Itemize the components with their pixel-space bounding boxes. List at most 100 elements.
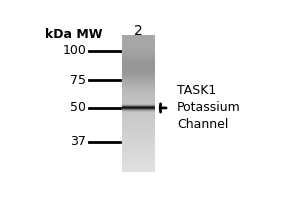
Bar xyxy=(122,144,155,145)
Bar xyxy=(122,124,155,125)
Bar xyxy=(122,108,155,109)
Bar xyxy=(122,150,155,151)
Bar xyxy=(122,117,155,118)
Bar xyxy=(122,65,155,66)
Bar xyxy=(122,63,155,64)
Bar xyxy=(122,38,155,39)
Bar xyxy=(122,49,155,50)
Bar xyxy=(122,83,155,84)
Bar xyxy=(122,148,155,149)
Bar xyxy=(122,112,155,113)
Bar xyxy=(122,74,155,75)
Bar xyxy=(122,58,155,59)
Bar xyxy=(122,104,155,105)
Bar xyxy=(122,153,155,154)
Bar xyxy=(122,119,155,120)
Text: 50: 50 xyxy=(70,101,86,114)
Bar xyxy=(122,109,155,110)
Bar xyxy=(122,86,155,87)
Bar xyxy=(122,111,155,112)
Bar xyxy=(122,79,155,80)
Bar xyxy=(122,150,155,151)
Text: 100: 100 xyxy=(62,44,86,57)
Bar xyxy=(122,136,155,137)
Bar xyxy=(122,161,155,162)
Bar xyxy=(122,155,155,156)
Bar xyxy=(122,68,155,69)
Bar xyxy=(122,100,155,101)
Bar xyxy=(122,133,155,134)
Bar xyxy=(122,102,155,103)
Bar xyxy=(122,145,155,146)
Bar xyxy=(122,98,155,99)
Bar xyxy=(122,147,155,148)
Bar xyxy=(122,82,155,83)
Bar xyxy=(122,161,155,162)
Bar xyxy=(122,40,155,41)
Bar xyxy=(122,138,155,139)
Bar xyxy=(122,54,155,55)
Bar xyxy=(122,120,155,121)
Bar xyxy=(122,123,155,124)
Bar xyxy=(122,160,155,161)
Bar xyxy=(122,38,155,39)
Bar xyxy=(122,48,155,49)
Bar xyxy=(122,149,155,150)
Bar xyxy=(122,86,155,87)
Bar xyxy=(122,49,155,50)
Bar xyxy=(122,107,155,108)
Bar xyxy=(122,89,155,90)
Text: kDa MW: kDa MW xyxy=(45,28,102,41)
Bar xyxy=(122,113,155,114)
Bar xyxy=(122,143,155,144)
Bar xyxy=(122,37,155,38)
Bar xyxy=(122,136,155,137)
Bar xyxy=(122,85,155,86)
Bar xyxy=(122,110,155,111)
Bar xyxy=(122,163,155,164)
Bar xyxy=(122,132,155,133)
Bar xyxy=(122,74,155,75)
Bar xyxy=(122,62,155,63)
Bar xyxy=(122,115,155,116)
Bar xyxy=(122,52,155,53)
Bar xyxy=(122,148,155,149)
Bar xyxy=(122,91,155,92)
Bar xyxy=(122,62,155,63)
Bar xyxy=(122,124,155,125)
Text: 37: 37 xyxy=(70,135,86,148)
Bar xyxy=(122,92,155,93)
Bar xyxy=(122,90,155,91)
Bar xyxy=(122,135,155,136)
Bar xyxy=(122,164,155,165)
Bar xyxy=(122,72,155,73)
Bar xyxy=(122,64,155,65)
Bar xyxy=(122,66,155,67)
Bar xyxy=(122,45,155,46)
Bar xyxy=(122,70,155,71)
Bar xyxy=(122,61,155,62)
Bar xyxy=(122,134,155,135)
Bar xyxy=(122,163,155,164)
Bar xyxy=(122,158,155,159)
Bar xyxy=(122,36,155,37)
Bar xyxy=(122,169,155,170)
Bar xyxy=(122,90,155,91)
Bar xyxy=(122,77,155,78)
Bar xyxy=(122,99,155,100)
Bar xyxy=(122,102,155,103)
Bar xyxy=(122,113,155,114)
Bar xyxy=(122,80,155,81)
Bar xyxy=(122,44,155,45)
Bar xyxy=(122,103,155,104)
Bar xyxy=(122,78,155,79)
Bar xyxy=(122,137,155,138)
Bar xyxy=(122,81,155,82)
Bar xyxy=(122,125,155,126)
Bar xyxy=(122,88,155,89)
Bar xyxy=(122,40,155,41)
Bar xyxy=(122,141,155,142)
Bar xyxy=(122,75,155,76)
Bar xyxy=(122,149,155,150)
Bar xyxy=(122,147,155,148)
